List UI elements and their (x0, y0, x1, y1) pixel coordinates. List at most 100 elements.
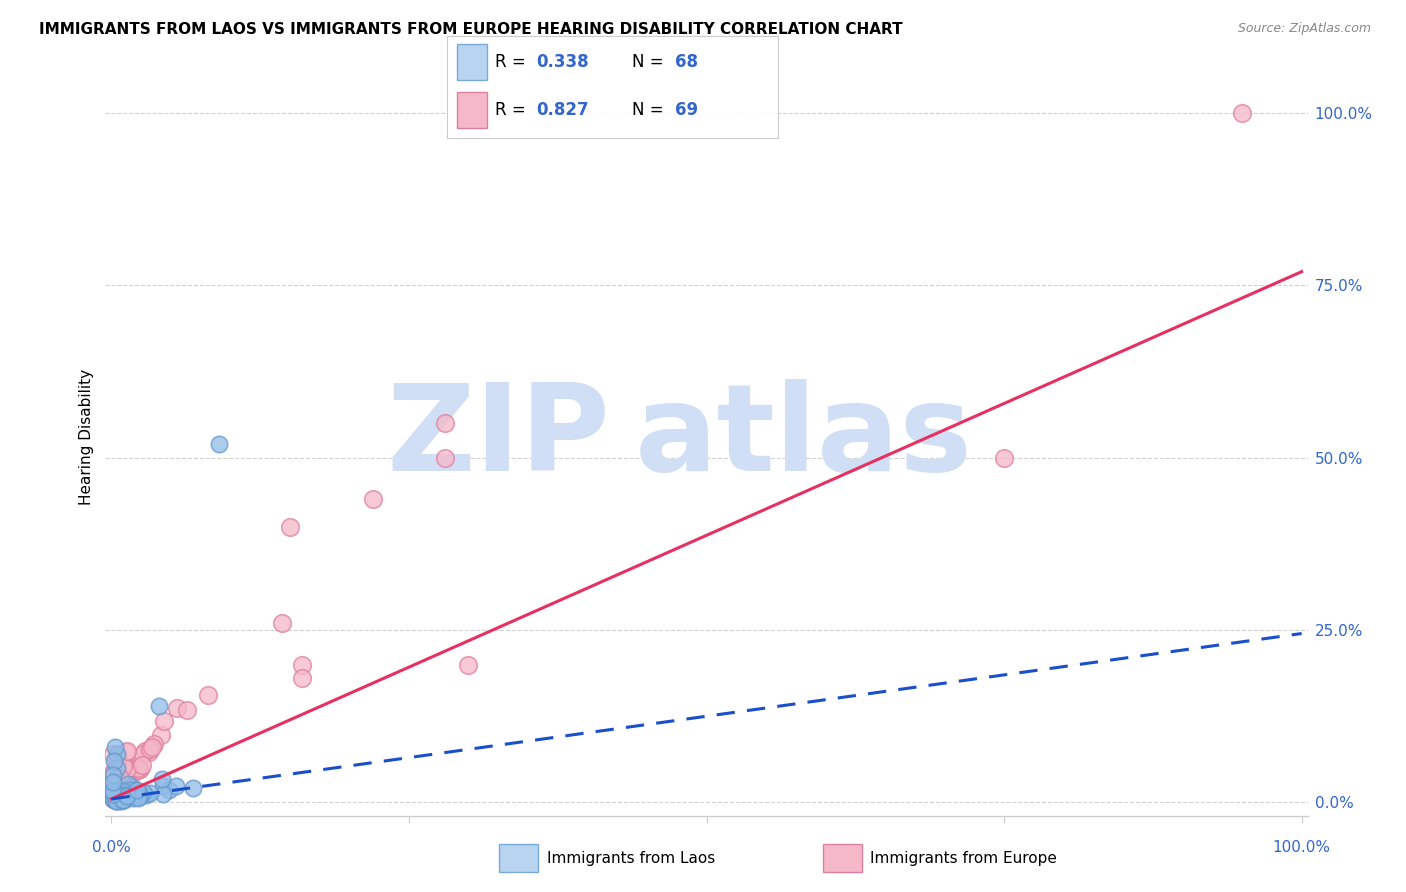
Point (125, 789, 148, 804)
Point (135, 788, 157, 802)
Point (134, 744, 156, 758)
Point (433, 450, 456, 465)
Point (108, 771, 131, 785)
Point (101, 774, 124, 789)
Point (181, 780, 204, 795)
Point (101, 787, 124, 801)
Point (152, 779, 174, 793)
Point (110, 793, 132, 807)
Text: R =: R = (495, 101, 531, 119)
Point (108, 765, 131, 780)
Text: Source: ZipAtlas.com: Source: ZipAtlas.com (1237, 22, 1371, 36)
Point (111, 784, 134, 798)
Point (361, 492, 384, 507)
Text: 69: 69 (675, 101, 699, 119)
Point (112, 777, 135, 791)
Point (110, 791, 132, 805)
Point (117, 789, 139, 803)
Point (105, 789, 128, 803)
Point (139, 741, 162, 756)
Point (104, 794, 127, 808)
Text: 100.0%: 100.0% (1272, 840, 1330, 855)
Point (157, 783, 180, 797)
Point (271, 615, 294, 630)
Point (115, 762, 138, 776)
Point (457, 657, 479, 672)
Point (114, 789, 136, 803)
Point (103, 790, 125, 805)
Point (107, 791, 129, 805)
Point (122, 790, 145, 805)
Point (107, 789, 129, 803)
Point (207, 437, 229, 451)
Point (103, 783, 125, 797)
Point (166, 701, 188, 715)
Point (278, 519, 301, 533)
Point (101, 787, 124, 801)
Point (291, 657, 314, 672)
FancyBboxPatch shape (457, 92, 486, 128)
Point (114, 775, 136, 789)
Point (125, 762, 148, 776)
Point (117, 777, 139, 791)
Point (114, 786, 136, 800)
Point (131, 747, 153, 761)
Text: 0.827: 0.827 (536, 101, 589, 119)
Point (433, 417, 456, 431)
Text: 0.0%: 0.0% (91, 840, 131, 855)
Point (111, 758, 134, 772)
Point (105, 756, 128, 770)
Point (132, 787, 155, 801)
Point (127, 763, 149, 777)
Point (131, 757, 153, 772)
Point (101, 792, 124, 806)
Point (111, 793, 134, 807)
Point (132, 785, 155, 799)
Text: N =: N = (633, 101, 669, 119)
Point (105, 761, 128, 775)
Point (105, 794, 128, 808)
Text: N =: N = (633, 53, 669, 70)
Point (105, 788, 128, 802)
Point (114, 745, 136, 759)
Point (110, 772, 132, 786)
Point (138, 745, 160, 759)
Point (110, 784, 132, 798)
Point (112, 780, 135, 794)
Point (107, 793, 129, 807)
Text: ZIP: ZIP (387, 378, 610, 496)
Point (129, 789, 152, 804)
Point (108, 770, 131, 784)
Point (121, 764, 143, 778)
Text: R =: R = (495, 53, 531, 70)
Point (117, 772, 139, 787)
Point (112, 778, 135, 792)
Text: Immigrants from Europe: Immigrants from Europe (870, 851, 1057, 865)
Point (149, 728, 172, 742)
Point (103, 784, 125, 798)
Point (148, 698, 170, 713)
Point (993, 450, 1015, 465)
Text: 68: 68 (675, 53, 699, 70)
Point (108, 787, 131, 801)
Point (105, 786, 128, 800)
Point (1230, 106, 1253, 120)
Point (120, 764, 142, 779)
Point (115, 787, 138, 801)
Point (127, 762, 149, 776)
Point (114, 790, 136, 805)
Point (115, 744, 138, 758)
Point (101, 791, 124, 805)
Point (112, 793, 135, 807)
Point (117, 788, 139, 802)
Point (129, 762, 152, 776)
Point (117, 791, 139, 805)
Point (104, 740, 127, 755)
Point (124, 783, 146, 797)
Point (125, 782, 148, 797)
Point (101, 790, 124, 805)
Point (150, 772, 173, 786)
Point (152, 787, 174, 801)
Point (141, 739, 163, 754)
Point (101, 747, 124, 761)
